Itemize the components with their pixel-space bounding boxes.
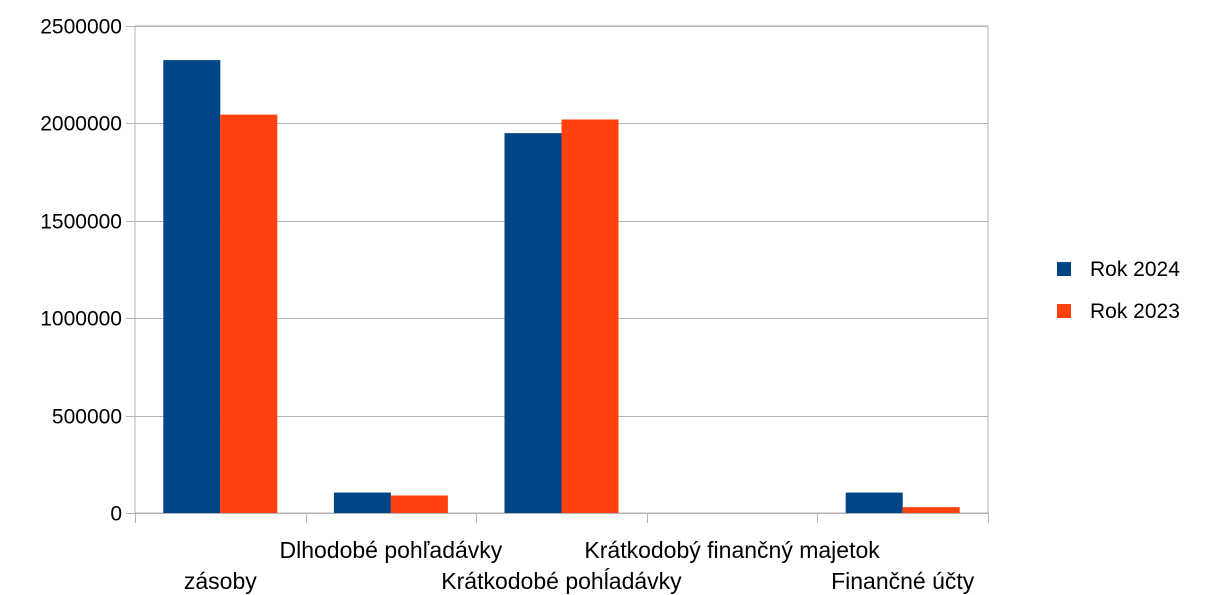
legend-label: Rok 2023 bbox=[1090, 300, 1180, 323]
legend-swatch bbox=[1057, 304, 1071, 318]
y-tick-label: 2500000 bbox=[40, 16, 122, 39]
legend: Rok 2024 Rok 2023 bbox=[1057, 258, 1180, 323]
x-axis-category-labels: zásoby Dlhodobé pohľadávky Krátkodobé pohĺ… bbox=[184, 537, 975, 594]
x-category-label: Krátkodobý finančný majetok bbox=[584, 537, 880, 563]
axes bbox=[126, 26, 989, 523]
x-category-label: Krátkodobé pohĺadávky bbox=[441, 567, 682, 594]
bar bbox=[390, 495, 448, 513]
y-tick-label: 0 bbox=[110, 503, 122, 526]
legend-swatch bbox=[1057, 262, 1071, 276]
bar bbox=[220, 114, 278, 513]
bar bbox=[561, 119, 619, 513]
y-axis-tick-labels: 0 500000 1000000 1500000 2000000 2500000 bbox=[40, 16, 122, 526]
bar bbox=[333, 492, 391, 513]
bar bbox=[845, 492, 903, 513]
y-tick-label: 500000 bbox=[52, 406, 122, 429]
x-category-label: Dlhodobé pohľadávky bbox=[279, 537, 502, 563]
y-tick-label: 2000000 bbox=[40, 113, 122, 136]
bar-group bbox=[163, 60, 960, 514]
bar bbox=[504, 133, 562, 513]
y-tick-label: 1500000 bbox=[40, 211, 122, 234]
bar bbox=[902, 507, 960, 513]
y-tick-label: 1000000 bbox=[40, 308, 122, 331]
x-category-label: zásoby bbox=[184, 568, 257, 594]
x-category-label: Finančné účty bbox=[831, 568, 975, 594]
bar bbox=[163, 60, 221, 514]
legend-label: Rok 2024 bbox=[1090, 258, 1180, 281]
